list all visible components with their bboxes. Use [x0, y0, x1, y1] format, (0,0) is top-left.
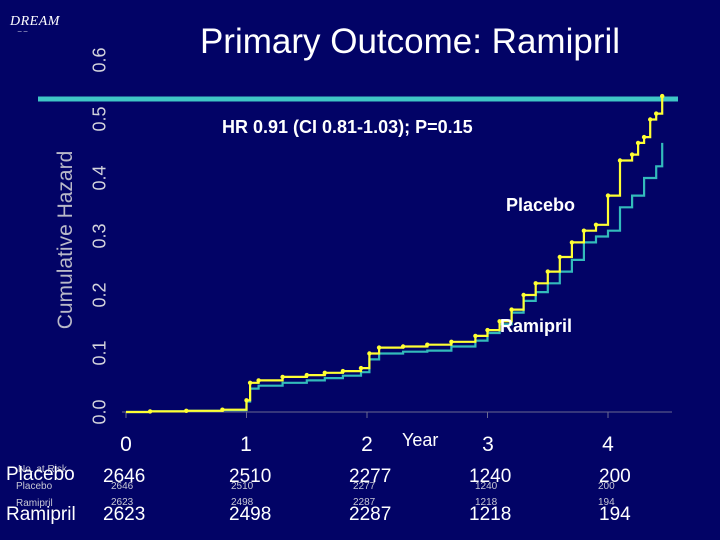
- at-risk-ramipril-label-small: Ramipril: [16, 498, 53, 509]
- placebo-point: [425, 342, 430, 347]
- at-risk-placebo-4: 200: [599, 466, 631, 487]
- at-risk-ramipril-small-4: 194: [598, 497, 615, 508]
- at-risk-placebo-1: 2510: [229, 466, 272, 487]
- placebo-point: [280, 374, 285, 380]
- placebo-point: [340, 368, 346, 374]
- placebo-point: [449, 339, 454, 344]
- placebo-point: [244, 398, 249, 403]
- at-risk-ramipril-small-2: 2287: [353, 497, 376, 508]
- at-risk-placebo-label-small: Placebo: [16, 481, 53, 492]
- x-tick-2: 2: [361, 433, 373, 456]
- y-tick-2: 0.2: [89, 282, 110, 308]
- at-risk-placebo-label: Placebo: [6, 464, 75, 485]
- at-risk-ramipril-small-1: 2498: [231, 497, 254, 508]
- placebo-point: [557, 254, 562, 260]
- placebo-series-points: [147, 93, 665, 414]
- placebo-point: [593, 222, 599, 227]
- placebo-point: [605, 193, 611, 198]
- y-tick-6: 0.6: [89, 47, 110, 73]
- placebo-point: [400, 344, 406, 349]
- chart-title: Primary Outcome: Ramipril: [199, 22, 621, 61]
- placebo-point: [220, 407, 225, 412]
- at-risk-placebo-3: 1240: [469, 466, 512, 487]
- x-axis-label: Year: [402, 430, 439, 450]
- at-risk-ramipril-2: 2287: [349, 504, 392, 525]
- at-risk-ramipril-small-3: 1218: [475, 497, 498, 508]
- x-tick-3: 3: [482, 433, 494, 456]
- ramipril-series-line: [126, 142, 664, 414]
- placebo-point: [256, 378, 261, 383]
- at-risk-ramipril-0: 2623: [103, 504, 146, 525]
- placebo-point: [569, 240, 575, 245]
- placebo-series-label: Placebo: [506, 195, 576, 215]
- placebo-point: [648, 117, 653, 122]
- ramipril-series-label: Ramipril: [500, 316, 573, 336]
- placebo-point: [654, 111, 659, 116]
- placebo-point: [485, 327, 490, 333]
- at-risk-ramipril-4: 194: [599, 504, 631, 525]
- dream-logo-marks: ‾ ‾: [18, 32, 28, 43]
- at-risk-placebo-0: 2646: [103, 466, 146, 487]
- placebo-point: [635, 140, 641, 146]
- placebo-point: [367, 351, 372, 356]
- placebo-point: [304, 372, 309, 378]
- at-risk-ramipril-1: 2498: [229, 504, 272, 525]
- placebo-series-line: [126, 96, 664, 414]
- at-risk-ramipril-3: 1218: [469, 504, 512, 525]
- x-tick-0: 0: [120, 433, 132, 456]
- placebo-point: [660, 93, 665, 99]
- at-risk-placebo-small-1: 2510: [231, 481, 254, 492]
- x-tick-4: 4: [602, 433, 614, 456]
- x-tick-marks: [125, 412, 609, 418]
- at-risk-ramipril-label: Ramipril: [6, 504, 76, 525]
- placebo-point: [358, 365, 364, 371]
- at-risk-placebo-small-2: 2277: [353, 481, 376, 492]
- y-tick-5: 0.5: [89, 106, 110, 132]
- placebo-point: [376, 345, 382, 350]
- placebo-point: [581, 228, 587, 233]
- at-risk-header: No. at Risk: [18, 464, 67, 475]
- dream-logo: DREAM: [10, 14, 60, 29]
- placebo-point: [509, 307, 514, 312]
- hazard-ratio-text: HR 0.91 (CI 0.81-1.03); P=0.15: [222, 117, 473, 137]
- placebo-point: [497, 319, 502, 324]
- at-risk-placebo-2: 2277: [349, 466, 392, 487]
- placebo-point: [533, 281, 538, 286]
- placebo-point: [629, 152, 635, 157]
- y-tick-4: 0.4: [89, 165, 110, 191]
- x-tick-1: 1: [240, 433, 252, 456]
- y-axis-label: Cumulative Hazard: [54, 150, 77, 330]
- placebo-point: [473, 333, 478, 339]
- placebo-point: [521, 292, 526, 298]
- placebo-point: [545, 269, 550, 274]
- placebo-point: [147, 409, 153, 414]
- at-risk-placebo-small-4: 200: [598, 481, 615, 492]
- placebo-point: [617, 158, 623, 163]
- placebo-point: [184, 408, 189, 413]
- placebo-point: [247, 380, 253, 385]
- at-risk-placebo-small-0: 2646: [111, 481, 134, 492]
- at-risk-ramipril-small-0: 2623: [111, 497, 134, 508]
- y-tick-3: 0.3: [89, 223, 110, 249]
- placebo-point: [641, 134, 647, 140]
- at-risk-placebo-small-3: 1240: [475, 481, 498, 492]
- placebo-point: [322, 370, 327, 375]
- y-tick-1: 0.1: [89, 340, 110, 366]
- y-tick-0: 0.0: [89, 399, 110, 425]
